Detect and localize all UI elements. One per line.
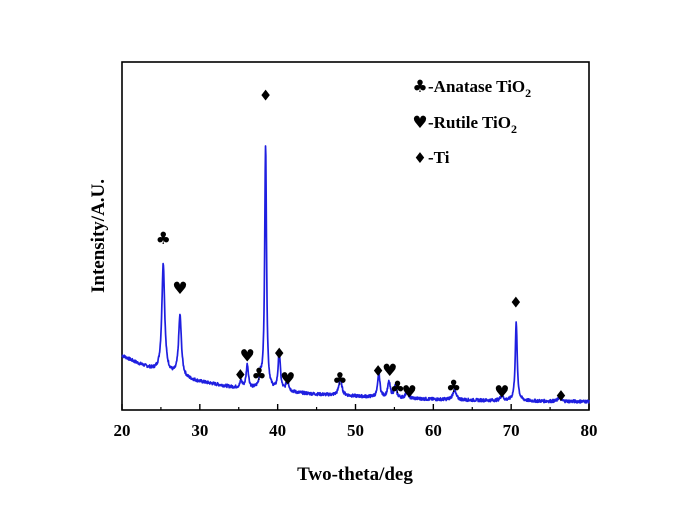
legend-label-heart: -Rutile TiO2 <box>428 113 517 136</box>
heart-marker-7: ♥ <box>280 369 295 389</box>
club-marker-13: ♣ <box>446 377 461 397</box>
heart-marker-10: ♥ <box>382 361 397 381</box>
x-tick-label-40: 40 <box>269 421 286 440</box>
legend-club-icon: ♣ <box>412 77 427 97</box>
x-axis-label: Two-theta/deg <box>297 464 413 485</box>
x-axis-ticks <box>121 404 590 410</box>
x-tick-label-80: 80 <box>581 421 598 440</box>
heart-marker-1: ♥ <box>172 279 187 299</box>
xrd-spectrum-line <box>121 145 590 404</box>
diamond-marker-9: ♦ <box>371 362 384 380</box>
diamond-marker-5: ♦ <box>259 87 272 105</box>
x-tick-label-20: 20 <box>114 421 131 440</box>
phase-markers: ♣♥♦♥♣♦♦♥ ♣ ♦♥♣♥ ♣ ♥♦♦ <box>156 87 568 405</box>
x-axis-tick-labels: 20 30 40 50 60 70 80 <box>114 421 598 440</box>
y-axis-label: Intensity/A.U. <box>88 179 109 293</box>
plot-frame <box>121 61 590 411</box>
diamond-marker-6: ♦ <box>272 344 285 362</box>
legend-label-club: -Anatase TiO2 <box>428 77 531 100</box>
legend: ♣ -Anatase TiO2♥ -Rutile TiO2♦ -Ti <box>412 77 531 167</box>
x-tick-label-70: 70 <box>503 421 520 440</box>
diamond-marker-2: ♦ <box>234 366 247 384</box>
legend-label-diamond: -Ti <box>428 148 450 167</box>
club-marker-8: ♣ <box>332 369 347 389</box>
x-tick-label-60: 60 <box>425 421 442 440</box>
heart-marker-14: ♥ <box>494 383 509 403</box>
diamond-marker-15: ♦ <box>509 293 522 311</box>
legend-heart-icon: ♥ <box>412 113 427 133</box>
legend-diamond-icon: ♦ <box>413 149 426 167</box>
x-tick-label-50: 50 <box>347 421 364 440</box>
x-tick-label-30: 30 <box>191 421 208 440</box>
club-marker-0: ♣ <box>156 229 171 249</box>
club-marker-11: ♣ <box>390 378 405 398</box>
heart-marker-12: ♥ <box>402 383 417 403</box>
heart-marker-3: ♥ <box>240 347 255 367</box>
diamond-marker-16: ♦ <box>554 387 567 405</box>
club-marker-4: ♣ <box>251 365 266 385</box>
